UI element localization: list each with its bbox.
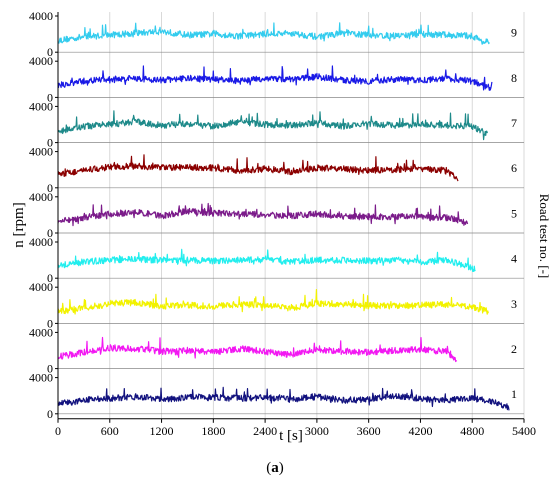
y-tick-label: 0 [47, 226, 53, 240]
x-tick-label: 600 [101, 424, 119, 438]
road-test-number-label: 4 [511, 252, 517, 266]
x-axis-label: t [s] [279, 428, 303, 444]
series-line-test-1 [57, 386, 510, 411]
series-layer [57, 22, 510, 411]
caption-open: ( [266, 460, 271, 476]
y-tick-label: 0 [47, 271, 53, 285]
x-tick-label: 4800 [460, 424, 484, 438]
y-tick-label: 0 [47, 90, 53, 104]
series-line-test-5 [57, 202, 469, 227]
caption-close: ) [279, 460, 284, 476]
series-line-test-6 [57, 154, 459, 182]
y-tick-label: 0 [47, 407, 53, 421]
y-tick-label: 4000 [29, 9, 53, 23]
series-line-test-7 [57, 110, 488, 141]
road-test-number-label: 5 [511, 206, 517, 220]
y-tick-label: 4000 [29, 99, 53, 113]
x-tick-label: 4200 [408, 424, 432, 438]
y-tick-label: 0 [47, 362, 53, 376]
series-line-test-2 [57, 336, 458, 363]
road-test-number-label: 8 [511, 71, 517, 85]
series-line-test-8 [57, 65, 493, 91]
y-tick-label: 0 [47, 316, 53, 330]
x-tick-label: 0 [55, 424, 61, 438]
y-tick-label: 0 [47, 181, 53, 195]
y-tick-label: 4000 [29, 54, 53, 68]
road-test-number-label: 1 [511, 387, 517, 401]
road-test-number-label: 2 [511, 342, 517, 356]
figure-caption: (a) [266, 460, 284, 476]
x-tick-label: 3000 [305, 424, 329, 438]
series-line-test-9 [57, 22, 490, 45]
road-test-number-label: 6 [511, 161, 517, 175]
road-test-number-label: 3 [511, 297, 517, 311]
x-tick-label: 5400 [512, 424, 536, 438]
y-axis-label: n [rpm] [11, 202, 27, 247]
x-tick-label: 1800 [201, 424, 225, 438]
x-tick-label: 3600 [357, 424, 381, 438]
x-tick-label: 1200 [150, 424, 174, 438]
y-tick-label: 0 [47, 45, 53, 59]
right-axis-label: Road test no. [-] [537, 194, 550, 278]
y-tick-label: 4000 [29, 235, 53, 249]
series-line-test-3 [57, 289, 489, 315]
road-test-number-label: 7 [511, 116, 517, 130]
y-tick-label: 4000 [29, 325, 53, 339]
caption-letter: a [271, 460, 279, 476]
y-tick-label: 4000 [29, 190, 53, 204]
axes [55, 12, 525, 423]
road-test-number-label: 9 [511, 26, 517, 40]
y-tick-label: 0 [47, 136, 53, 150]
y-tick-label: 4000 [29, 371, 53, 385]
y-tick-label: 4000 [29, 280, 53, 294]
x-tick-label: 2400 [253, 424, 277, 438]
series-line-test-4 [57, 248, 476, 272]
y-tick-label: 4000 [29, 145, 53, 159]
labels: 0 600 1200 1800 2400 3000 3600 4200 4800 54000400… [29, 9, 536, 438]
